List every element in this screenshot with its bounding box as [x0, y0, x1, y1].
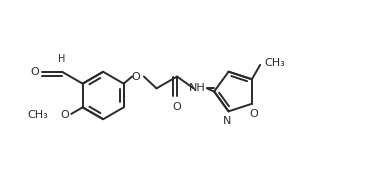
Text: CH₃: CH₃ [27, 110, 48, 121]
Text: NH: NH [189, 83, 206, 93]
Text: O: O [132, 72, 140, 82]
Text: O: O [31, 67, 40, 77]
Text: O: O [249, 108, 258, 119]
Text: O: O [173, 102, 182, 112]
Text: N: N [223, 116, 231, 126]
Text: H: H [59, 54, 66, 64]
Text: CH₃: CH₃ [264, 58, 285, 68]
Text: O: O [60, 110, 69, 121]
